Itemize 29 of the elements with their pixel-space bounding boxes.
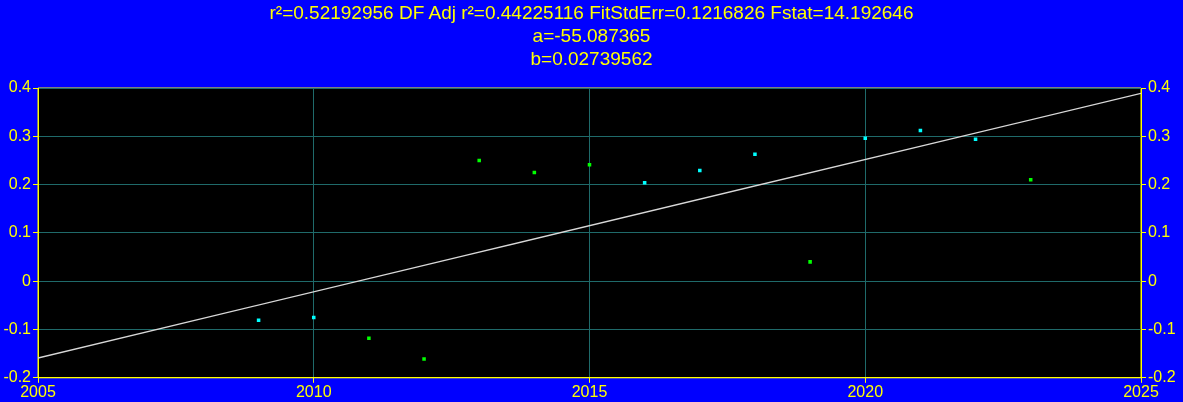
point bbox=[698, 168, 702, 173]
point bbox=[367, 336, 371, 340]
y2-tick-label: 0.3 bbox=[1148, 126, 1171, 144]
point bbox=[863, 136, 868, 140]
y-tick-label: 0.1 bbox=[8, 223, 32, 241]
y-tick-label: 0.2 bbox=[8, 175, 32, 193]
point bbox=[973, 137, 978, 141]
point bbox=[1028, 178, 1033, 182]
x-tick-label: 2020 bbox=[847, 382, 884, 400]
y-tick-label: 0 bbox=[22, 271, 32, 289]
y2-tick-label: 0.2 bbox=[1148, 175, 1171, 193]
text: b=0.02739562 bbox=[529, 47, 654, 70]
point bbox=[422, 357, 426, 361]
point bbox=[311, 315, 316, 320]
point bbox=[477, 158, 481, 163]
point bbox=[587, 163, 592, 167]
y-tick-label: 0.3 bbox=[8, 126, 32, 144]
chart-title: r²=0.52192956 DF Adj r²=0.44225116 FitStdErr=0.1216826 Fstat=14.192646 bbox=[268, 1, 915, 24]
y-tick-label: 0.4 bbox=[8, 78, 32, 96]
y2-tick-label: 0 bbox=[1148, 271, 1157, 289]
chart-subtitle: a=-55.087365 bbox=[531, 24, 652, 47]
x-tick-label: 2015 bbox=[571, 382, 608, 400]
y-tick-label: -0.1 bbox=[3, 319, 32, 337]
y2-tick-label: 0.4 bbox=[1148, 78, 1171, 96]
y2-tick-label: 0.1 bbox=[1148, 223, 1171, 241]
point bbox=[808, 260, 812, 264]
point bbox=[753, 152, 757, 156]
y2-tick-label: -0.1 bbox=[1148, 319, 1176, 337]
x-tick-label: 2010 bbox=[295, 382, 332, 400]
